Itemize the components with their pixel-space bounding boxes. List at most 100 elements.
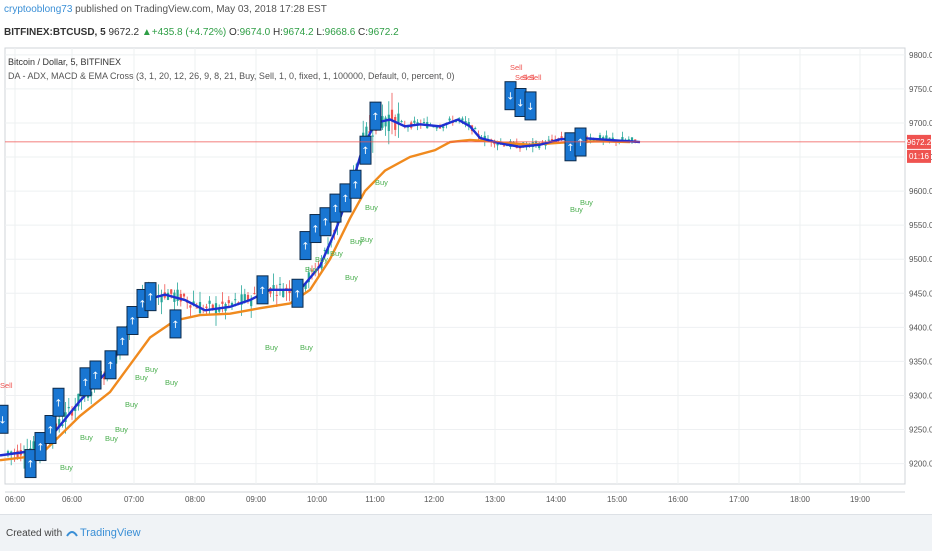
high-label: H:: [272, 27, 283, 38]
footer-bar: Created with TradingView: [0, 514, 932, 551]
symbol: BITFINEX:BTCUSD, 5: [4, 27, 106, 38]
signal-arrow-icon: ↑: [91, 371, 99, 382]
open-value: 9674.0: [239, 27, 271, 38]
ema-fast-line: [0, 118, 641, 457]
signal-box: [116, 326, 129, 356]
signal-box: [359, 135, 372, 165]
open-label: O:: [229, 27, 240, 38]
signal-box: [524, 91, 537, 121]
signal-box: [44, 415, 57, 444]
candle-body: [634, 139, 637, 141]
candle-body: [608, 137, 611, 139]
candle-body: [394, 117, 397, 130]
y-tick-label: 9600.0: [909, 187, 932, 196]
x-tick-label: 06:00: [5, 495, 26, 504]
x-tick-label: 11:00: [365, 495, 385, 504]
candle-body: [435, 127, 438, 129]
price-chart[interactable]: 9800.09750.09700.09650.09600.09550.09500…: [0, 0, 932, 514]
ticker-line: BITFINEX:BTCUSD, 5 9672.2 ▲+435.8 (+4.72…: [4, 27, 399, 38]
tradingview-link[interactable]: TradingView: [80, 527, 141, 539]
last-price-label: 9672.2: [907, 138, 932, 147]
candle-body: [397, 113, 400, 124]
signal-box: [0, 404, 9, 434]
buy-label: Buy: [375, 178, 388, 187]
candle-body: [195, 307, 198, 309]
signal-arrow-icon: ↑: [258, 286, 266, 297]
candle-body: [467, 122, 470, 127]
candle-body: [272, 285, 275, 291]
sell-label: Sell: [510, 63, 523, 72]
candle-body: [534, 141, 538, 144]
signal-arrow-icon: ↑: [146, 293, 154, 304]
candle-body: [371, 135, 374, 137]
candle-body: [502, 145, 506, 147]
close-value: 9672.2: [368, 27, 399, 38]
signal-box: [34, 432, 47, 462]
candle-body: [598, 135, 602, 141]
candle-body: [275, 294, 278, 296]
buy-label: Buy: [570, 205, 583, 214]
candle-body: [413, 120, 416, 123]
buy-label: Buy: [115, 425, 128, 434]
signal-box: [24, 449, 37, 479]
created-with-text: Created with: [6, 528, 63, 539]
signal-box: [52, 387, 65, 417]
buy-label: Buy: [330, 249, 343, 258]
x-tick-label: 18:00: [790, 495, 811, 504]
candle-body: [538, 144, 541, 149]
buy-label: Buy: [580, 198, 593, 207]
publish-info: published on TradingView.com, May 03, 20…: [75, 4, 327, 15]
y-tick-label: 9400.0: [909, 323, 932, 332]
buy-label: Buy: [125, 400, 138, 409]
signal-arrow-icon: ↑: [566, 143, 574, 154]
candle-body: [390, 109, 394, 122]
change-text: ▲+435.8 (+4.72%): [141, 27, 227, 38]
candle-body: [221, 301, 224, 304]
x-tick-label: 14:00: [546, 495, 567, 504]
signal-box: [369, 101, 382, 131]
candle-body: [218, 308, 221, 312]
signal-arrow-icon: ↑: [138, 299, 146, 310]
y-tick-label: 9200.0: [909, 460, 932, 469]
x-tick-label: 15:00: [607, 495, 628, 504]
signal-box: [104, 350, 117, 380]
signal-arrow-icon: ↑: [118, 337, 126, 348]
x-tick-label: 19:00: [850, 495, 871, 504]
signal-box: [299, 231, 312, 261]
buy-label: Buy: [135, 373, 148, 382]
candle-body: [438, 127, 442, 129]
candle-body: [176, 289, 179, 301]
signal-arrow-icon: ↑: [128, 317, 136, 328]
candle-body: [384, 117, 387, 127]
candle-body: [246, 294, 250, 301]
signal-arrow-icon: ↓: [516, 99, 524, 110]
candle-body: [278, 283, 282, 285]
buy-label: Buy: [105, 434, 118, 443]
high-value: 9674.2: [282, 27, 314, 38]
candle-body: [630, 137, 634, 141]
sell-label: Sell: [0, 381, 13, 390]
signal-box: [126, 306, 139, 335]
candle-body: [605, 135, 608, 140]
candle-body: [592, 139, 595, 141]
y-tick-label: 9800.0: [909, 51, 932, 60]
candle-body: [160, 295, 163, 303]
candle-body: [240, 294, 243, 305]
candle-body: [170, 289, 173, 294]
signal-arrow-icon: ↑: [311, 225, 319, 236]
candle-body: [586, 139, 589, 141]
candle-body: [243, 294, 246, 303]
signal-box: [169, 309, 182, 339]
signal-arrow-icon: ↑: [81, 378, 89, 389]
signal-arrow-icon: ↑: [26, 460, 34, 471]
y-tick-label: 9750.0: [909, 85, 932, 94]
countdown-label: 01:16: [909, 152, 930, 161]
candle-body: [496, 142, 499, 146]
low-value: 9668.6: [324, 27, 356, 38]
signal-box: [89, 360, 102, 390]
signal-arrow-icon: ↑: [301, 242, 309, 253]
x-tick-label: 07:00: [124, 495, 145, 504]
signal-arrow-icon: ↑: [36, 443, 44, 454]
author-link[interactable]: cryptooblong73: [4, 4, 73, 15]
